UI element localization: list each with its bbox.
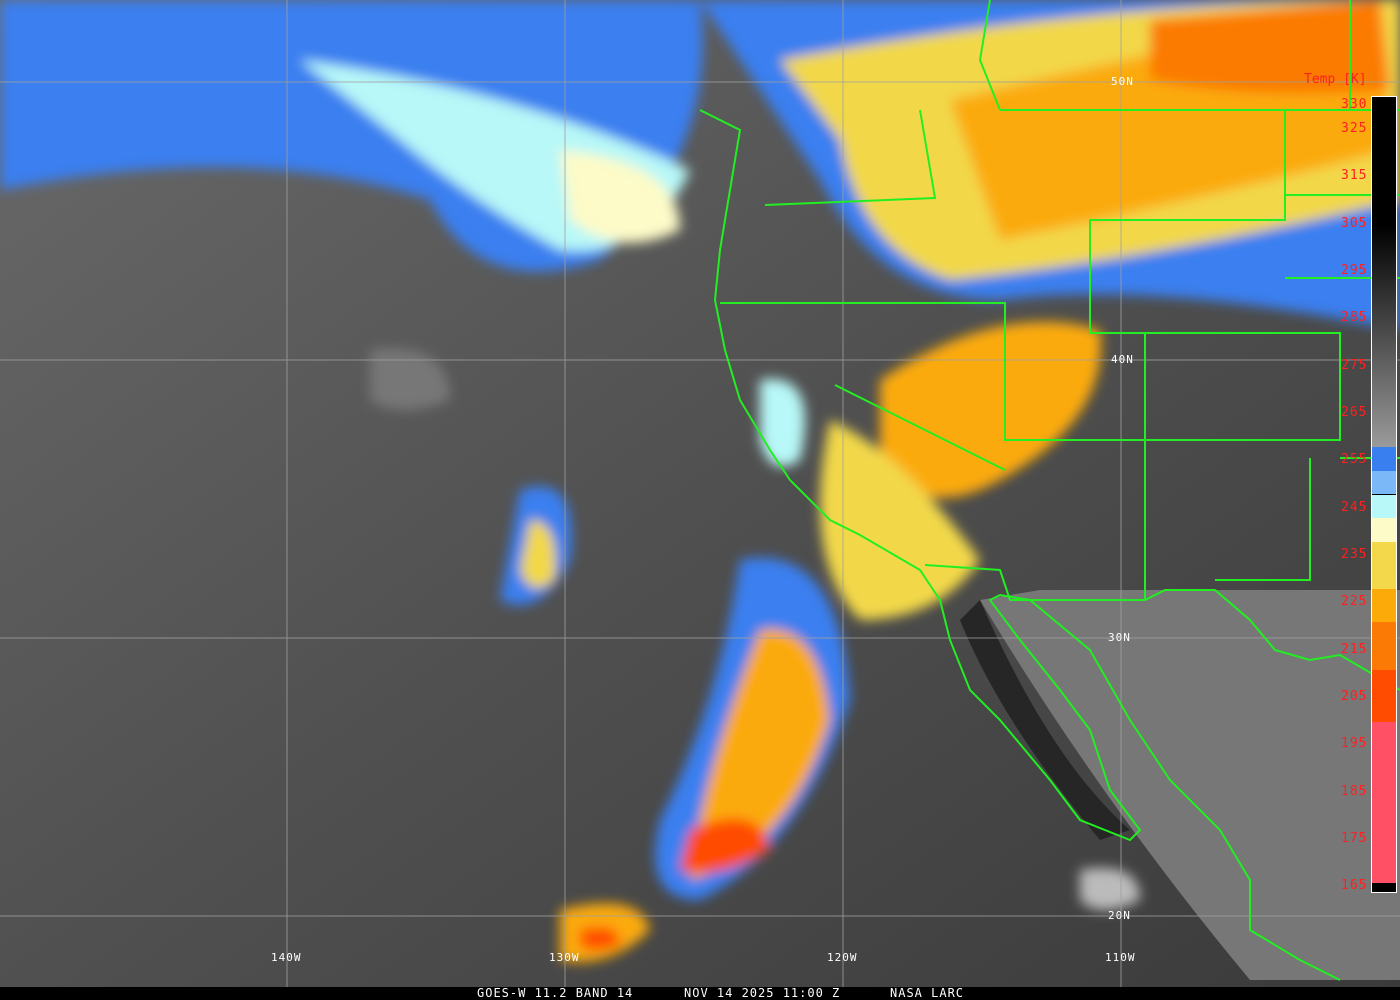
colorbar-segment: [1372, 589, 1396, 623]
caption-product: GOES-W 11.2 BAND 14: [477, 986, 634, 1000]
colorbar-title: Temp [K]: [1304, 72, 1367, 87]
colorbar-segment: [1372, 494, 1396, 519]
colorbar-tick-label: 235: [1341, 547, 1368, 563]
lat-label: 20N: [1108, 909, 1131, 922]
colorbar-tick-label: 325: [1341, 121, 1368, 137]
colorbar-segment: [1372, 97, 1396, 225]
colorbar-segment: [1372, 518, 1396, 542]
colorbar-tick-label: 275: [1341, 357, 1368, 373]
lon-label: 140W: [271, 951, 302, 964]
colorbar-tick-label: 305: [1341, 215, 1368, 231]
colorbar-tick-label: 255: [1341, 452, 1368, 468]
colorbar-tick-label: 245: [1341, 499, 1368, 515]
colorbar-tick-label: 315: [1341, 168, 1368, 184]
colorbar-segment: [1372, 224, 1396, 448]
lon-label: 120W: [827, 951, 858, 964]
colorbar-tick-label: 165: [1341, 878, 1368, 894]
colorbar-tick-label: 205: [1341, 688, 1368, 704]
caption-datetime: NOV 14 2025 11:00 Z: [684, 986, 841, 1000]
colorbar-tick-label: 215: [1341, 641, 1368, 657]
image-caption: GOES-W 11.2 BAND 14 NOV 14 2025 11:00 Z …: [0, 986, 1400, 1000]
cloud-fields: [0, 0, 1400, 962]
colorbar-segment: [1372, 721, 1396, 883]
lat-label: 50N: [1111, 75, 1134, 88]
colorbar-tick-label: 195: [1341, 736, 1368, 752]
colorbar-tick-label: 330: [1341, 97, 1368, 113]
colorbar-tick-label: 295: [1341, 263, 1368, 279]
colorbar-segment: [1372, 669, 1396, 722]
temperature-colorbar: [1371, 96, 1397, 893]
lon-label: 130W: [549, 951, 580, 964]
mexico-land: [980, 590, 1400, 980]
colorbar-segment: [1372, 541, 1396, 590]
lon-label: 110W: [1105, 951, 1136, 964]
political-borders: [699, 0, 1400, 981]
colorbar-segment: [1372, 622, 1396, 670]
colorbar-segment: [1372, 470, 1396, 495]
colorbar-tick-label: 265: [1341, 405, 1368, 421]
colorbar-tick-label: 175: [1341, 830, 1368, 846]
caption-source: NASA LARC: [890, 986, 965, 1000]
colorbar-tick-label: 185: [1341, 783, 1368, 799]
lat-label: 40N: [1111, 353, 1134, 366]
colorbar-segment: [1372, 882, 1396, 892]
colorbar-tick-label: 285: [1341, 310, 1368, 326]
gulf-of-california: [960, 600, 1130, 840]
colorbar-segment: [1372, 447, 1396, 471]
lat-label: 30N: [1108, 631, 1131, 644]
colorbar-tick-label: 225: [1341, 594, 1368, 610]
